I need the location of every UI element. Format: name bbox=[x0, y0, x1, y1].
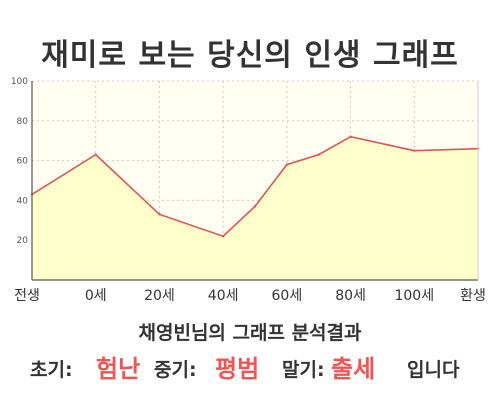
result-suffix: 입니다 bbox=[407, 359, 460, 381]
y-tick-label: 60 bbox=[17, 157, 29, 167]
y-tick-label: 40 bbox=[17, 196, 29, 206]
late-label: 말기: bbox=[282, 359, 325, 381]
page-title: 재미로 보는 당신의 인생 그래프 bbox=[41, 38, 459, 73]
y-tick-label: 80 bbox=[17, 117, 29, 127]
result-line: 초기: 험난 중기: 평범 말기: 출세 입니다 bbox=[0, 345, 500, 385]
data-point bbox=[253, 205, 257, 208]
series-line bbox=[31, 135, 479, 238]
series-area-fill bbox=[32, 136, 478, 280]
x-tick-label: 환생 bbox=[460, 288, 486, 304]
data-point bbox=[94, 153, 97, 156]
data-point bbox=[413, 149, 416, 152]
life-graph-chart: 20 40 60 80 100 전생 0세 20세 40세 60세 80세 100세 환생 bbox=[11, 77, 486, 304]
x-tick-label: 20세 bbox=[144, 288, 175, 304]
data-point bbox=[317, 153, 320, 156]
y-tick-label: 100 bbox=[11, 77, 28, 87]
late-value: 출세 bbox=[331, 355, 376, 383]
x-tick-label: 100세 bbox=[394, 288, 434, 304]
x-tick-label: 0세 bbox=[85, 288, 107, 304]
x-tick-label: 60세 bbox=[272, 288, 303, 304]
x-tick-label: 40세 bbox=[208, 288, 239, 304]
data-point bbox=[285, 163, 289, 166]
early-label: 초기: bbox=[30, 359, 73, 381]
middle-value: 평범 bbox=[215, 355, 260, 383]
data-point bbox=[158, 213, 161, 216]
early-value: 험난 bbox=[96, 355, 141, 383]
x-tick-label: 80세 bbox=[335, 288, 366, 304]
data-point bbox=[221, 235, 225, 238]
data-point bbox=[349, 135, 352, 138]
x-tick-label: 전생 bbox=[14, 288, 40, 304]
result-heading: 채영빈님의 그래프 분석결과 bbox=[138, 322, 362, 344]
middle-label: 중기: bbox=[154, 359, 197, 381]
y-tick-label: 20 bbox=[17, 236, 29, 246]
